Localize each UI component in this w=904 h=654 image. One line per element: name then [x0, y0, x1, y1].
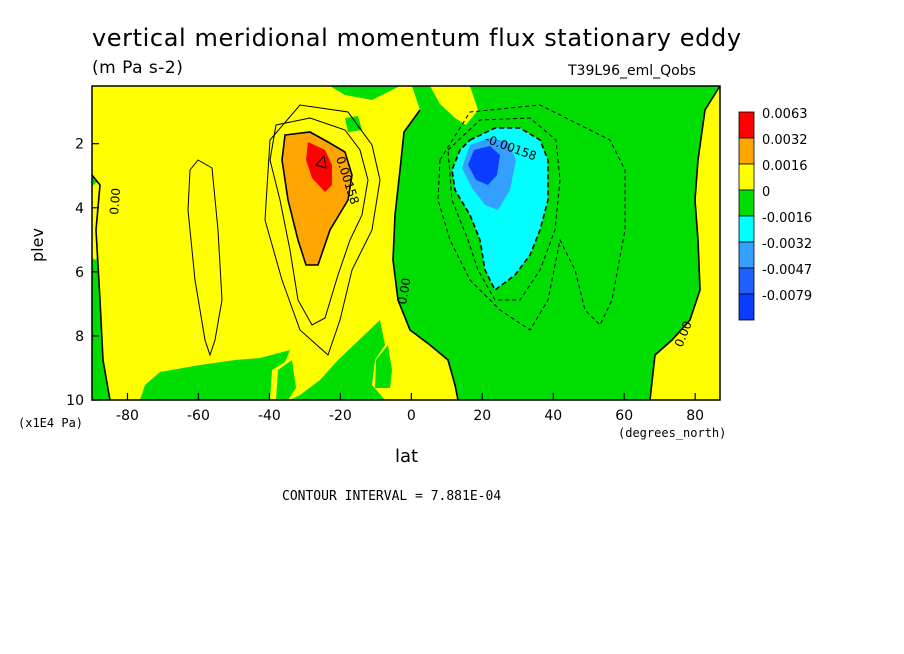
fill-positive-patch-top	[430, 86, 478, 125]
y-tick-label: 2	[75, 137, 84, 153]
fill-zero-patch-bottom	[276, 360, 296, 400]
x-tick-label: -20	[329, 408, 352, 424]
colorbar-label: -0.0047	[762, 263, 812, 278]
colorbar-swatch	[738, 241, 755, 269]
x-tick-label: 80	[686, 408, 704, 424]
x-tick-label: 60	[615, 408, 633, 424]
colorbar-swatch	[738, 267, 755, 295]
fill-zero-patch	[345, 116, 362, 132]
colorbar-label: -0.0079	[762, 289, 812, 304]
fill-positive-0032	[282, 132, 352, 265]
colorbar-swatch	[738, 189, 755, 217]
x-tick-label: -60	[187, 408, 210, 424]
chart-units: (m Pa s-2)	[92, 58, 184, 78]
fill-positive-band-north	[650, 86, 720, 400]
contour-line	[269, 117, 369, 326]
y-tick-label: 8	[75, 329, 84, 345]
colorbar-swatch	[738, 137, 755, 165]
x-tick-label: 40	[544, 408, 562, 424]
y-tick-label: 4	[75, 201, 84, 217]
y-ticks: 2 4 6 8 10	[66, 137, 99, 409]
contour-line-zero	[451, 127, 549, 292]
y-axis-unit: (x1E4 Pa)	[18, 416, 84, 430]
contour-line-zero	[91, 174, 111, 401]
x-tick-label: 0	[407, 408, 416, 424]
contour-line-zero	[315, 154, 327, 169]
fill-negative-0079	[468, 146, 500, 185]
contour-fills	[92, 86, 720, 400]
contour-line-zero	[392, 109, 459, 401]
x-axis-unit: (degrees_north)	[618, 426, 727, 440]
x-ticks: -80 -60 -40 -20 0 20 40 60 80	[116, 393, 704, 424]
fill-positive-band-south	[92, 86, 458, 400]
contour-line-zero	[649, 85, 721, 401]
chart-title: vertical meridional momentum flux statio…	[92, 24, 742, 52]
x-tick-label: -80	[116, 408, 139, 424]
colorbar-swatch	[738, 111, 755, 139]
colorbar-label: -0.0016	[762, 211, 812, 226]
contour-line	[187, 159, 223, 357]
fill-positive-0063	[306, 142, 332, 192]
y-tick-label: 10	[66, 393, 84, 409]
x-tick-label: -40	[258, 408, 281, 424]
contour-line	[264, 104, 381, 356]
colorbar-legend: 0.0063 0.0032 0.0016 0 -0.0016 -0.0032 -0.0047…	[738, 107, 812, 321]
contour-line-negative	[447, 117, 561, 301]
fill-zero-patch-low	[375, 345, 392, 388]
colorbar-label: 0	[762, 185, 770, 200]
x-tick-label: 20	[473, 408, 491, 424]
y-tick-label: 6	[75, 265, 84, 281]
contour-interval-label: CONTOUR INTERVAL = 7.881E-04	[282, 489, 502, 504]
contour-line-negative	[437, 104, 626, 331]
run-label: T39L96_eml_Qobs	[568, 63, 696, 79]
colorbar-label: 0.0016	[762, 159, 808, 174]
plot-frame	[91, 85, 721, 401]
contour-lines	[91, 85, 721, 401]
colorbar-label: -0.0032	[762, 237, 812, 252]
x-axis-label: lat	[395, 446, 419, 467]
contour-label: 0.00	[107, 187, 123, 215]
contour-line-zero	[281, 131, 353, 266]
colorbar-label: 0.0063	[762, 107, 808, 122]
colorbar-label: 0.0032	[762, 133, 808, 148]
contour-label: 0.00	[395, 277, 413, 306]
colorbar-swatch	[738, 163, 755, 191]
colorbar-swatch	[738, 293, 755, 321]
colorbar-swatch	[738, 215, 755, 243]
